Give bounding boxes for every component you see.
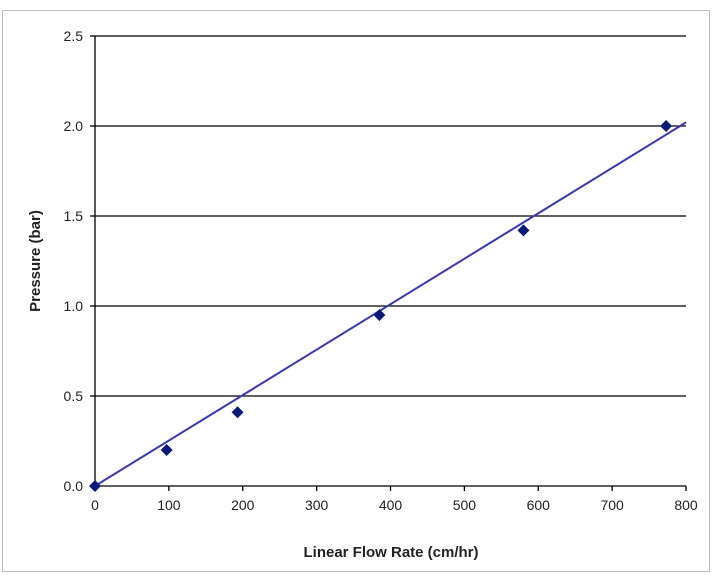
y-tick-label-3: 1.5 [64, 208, 84, 224]
linear-trendline [94, 121, 687, 487]
data-point-0-0 [89, 480, 101, 492]
x-tick-label-6: 600 [527, 497, 551, 513]
chart-frame [2, 10, 710, 572]
y-tick-label-4: 2.0 [64, 118, 84, 134]
y-tick-label-0: 0.0 [64, 478, 84, 494]
tick-labels: 0.0 0.5 1.0 1.5 2.0 2.5 0 100 200 300 400 500 600 700… [64, 28, 698, 513]
trendline [94, 121, 687, 487]
data-point-0-5 [660, 120, 673, 132]
x-tick-label-1: 100 [157, 497, 181, 513]
data-point-0-2 [231, 406, 244, 419]
x-tick-label-4: 400 [379, 497, 403, 513]
data-point-0-3 [373, 309, 386, 321]
axes [90, 35, 687, 491]
x-tick-label-5: 500 [453, 497, 477, 513]
x-tick-label-2: 200 [231, 497, 255, 513]
data-points [89, 120, 673, 492]
x-tick-label-3: 300 [305, 497, 329, 513]
data-point-0-1 [160, 444, 173, 456]
x-tick-label-8: 800 [674, 497, 698, 513]
y-tick-label-5: 2.5 [64, 28, 84, 44]
x-tick-label-0: 0 [91, 497, 99, 513]
data-point-0-4 [517, 224, 530, 237]
grid-lines [95, 35, 686, 397]
x-axis-title: Linear Flow Rate (cm/hr) [303, 544, 478, 561]
y-tick-label-1: 0.5 [64, 388, 84, 404]
y-axis-title: Pressure (bar) [27, 210, 44, 312]
x-tick-label-7: 700 [600, 497, 624, 513]
y-tick-label-2: 1.0 [64, 298, 84, 314]
